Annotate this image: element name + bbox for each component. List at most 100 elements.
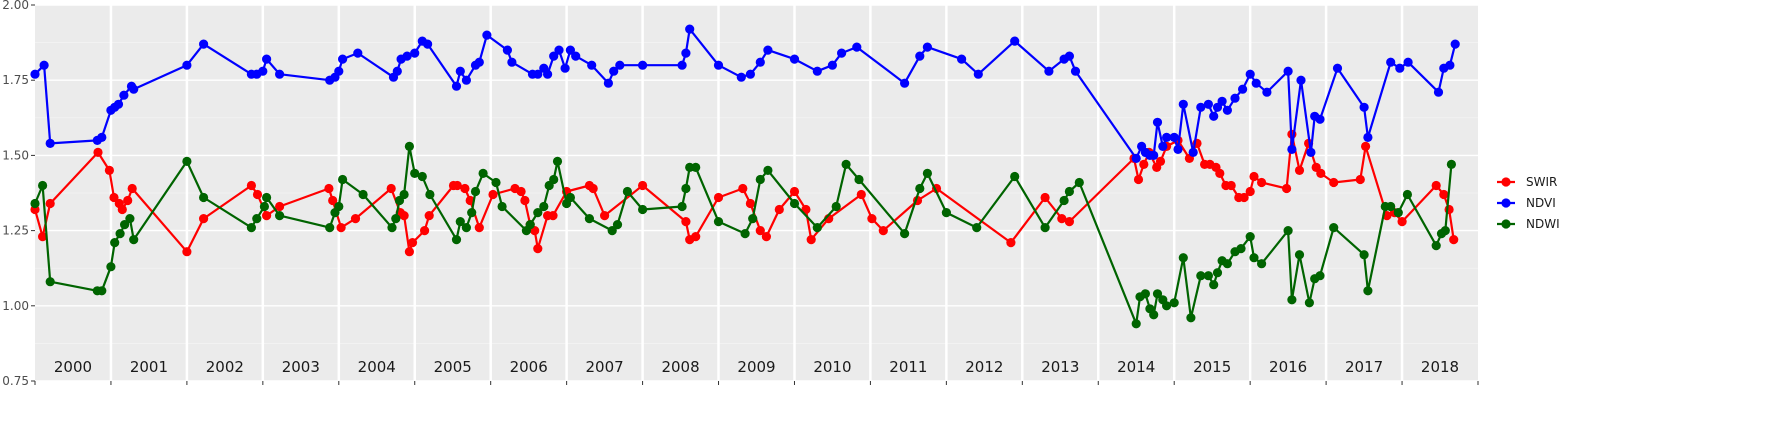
ndwi-point [1152,289,1163,299]
ndvi-point [402,51,412,61]
y-tick-label: 2.00 [2,0,29,12]
year-label: 2006 [510,358,548,376]
ndvi-point [755,57,765,67]
ndwi-point [120,220,130,230]
ndwi-point [38,180,48,191]
ndwi-point [410,168,420,178]
swir-point [45,198,55,209]
ndwi-point [552,156,563,166]
year-label: 2013 [1041,358,1079,376]
ndwi-point [1064,186,1074,197]
swir-point [127,183,137,194]
swir-point [761,232,772,242]
ndwi-point [1329,223,1339,233]
ndwi-point [1359,250,1369,260]
ndvi-point [957,54,967,64]
swir-point [1006,238,1016,248]
ndwi-point [1010,171,1020,182]
year-label: 2008 [661,358,699,376]
ndwi-point [275,211,285,221]
swir-point [774,204,784,215]
swir-point [856,189,866,200]
swir-point [1329,177,1339,188]
swir-point [1449,235,1459,245]
ndvi-point [1395,63,1405,73]
swir-point [1257,177,1267,188]
ndvi-point [392,66,402,76]
year-label: 2010 [813,358,851,376]
ndvi-point [609,66,619,76]
ndwi-point [622,186,633,197]
ndvi-point [45,138,55,148]
year-label: 2005 [434,358,472,376]
ndvi-point [338,54,348,64]
ndvi-point [1217,96,1227,106]
ndvi-point [1445,60,1455,70]
ndwi-point [425,189,435,200]
ndwi-point [1287,295,1297,305]
swir-point [1245,186,1255,197]
ndwi-point [941,208,952,218]
ndvi-point [1070,66,1081,76]
swir-point [1139,159,1149,169]
ndwi-point [391,214,401,224]
ndvi-point [571,51,581,61]
ndvi-point [1403,57,1413,67]
ndwi-point [900,229,910,239]
ndvi-point [1359,102,1369,112]
swir-point [638,180,648,191]
ndwi-point [129,235,139,245]
ndvi-point [736,72,746,82]
ndwi-point [638,204,648,215]
swir-point [1361,141,1371,151]
year-label: 2004 [358,358,396,376]
swir-point [386,183,396,194]
ndvi-point [423,39,433,49]
ndvi-point [502,45,512,55]
ndwi-point [525,220,535,230]
ndvi-point [560,63,570,73]
swir-point [109,192,119,203]
ndvi-point [461,75,471,85]
swir-point [867,214,877,224]
swir-point [93,147,103,157]
ndwi-point [1222,259,1232,269]
year-label: 2003 [282,358,320,376]
ndwi-point [1245,232,1255,242]
ndwi-point [812,223,822,233]
swir-point [1316,168,1326,178]
ndwi-point [325,223,335,233]
ndwi-point [45,277,55,287]
ndwi-point [451,235,462,245]
series-layer [30,24,1460,329]
ndwi-point [338,174,348,185]
ndvi-point [565,45,576,55]
ndvi-point [39,60,49,70]
swir-point [262,211,272,221]
swir-point [713,192,724,203]
ndwi-point [252,214,262,224]
ndvi-point [681,48,691,58]
swir-point [520,195,530,206]
ndvi-point [182,60,192,70]
swir-point [460,183,470,194]
ndwi-point [1059,195,1069,206]
ndvi-point [1306,147,1316,157]
ndwi-point [1249,253,1259,263]
ndvi-point [789,54,800,64]
swir-point [474,223,484,233]
ndvi-point [353,48,363,58]
ndvi-point [900,78,910,88]
swir-point [1057,214,1067,224]
ndwi-point [1363,286,1373,296]
ndvi-point [1044,66,1054,76]
swir-point [1397,217,1407,227]
ndvi-point [482,30,492,40]
ndvi-point [1238,84,1248,94]
swir-point [806,235,816,245]
ndwi-point [1196,271,1206,281]
ndwi-point [1393,208,1403,218]
y-tick-label: 1.75 [2,73,29,87]
ndvi-point [677,60,687,70]
